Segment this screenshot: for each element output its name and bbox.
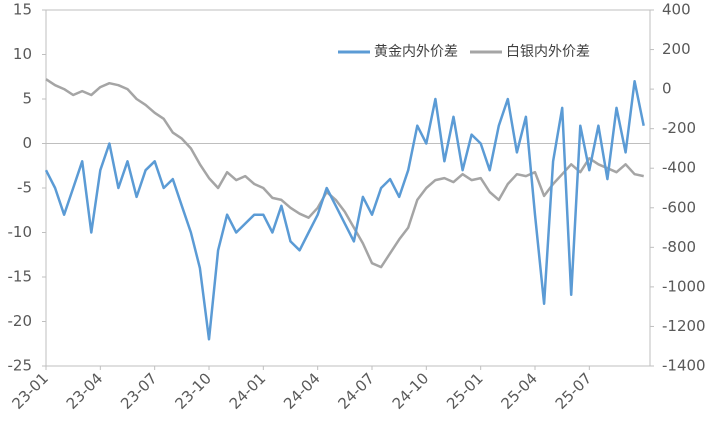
x-tick-label: 25-04 <box>497 369 541 413</box>
x-tick-label: 23-07 <box>117 369 161 413</box>
legend-label: 黄金内外价差 <box>374 43 458 60</box>
plot-frame <box>45 9 651 367</box>
y-tick-label: 5 <box>22 90 32 108</box>
legend: 黄金内外价差 白银内外价差 <box>338 43 590 60</box>
x-tick-label: 23-04 <box>63 369 107 413</box>
y2-tick-label: -800 <box>662 238 696 256</box>
x-tick-label: 23-01 <box>8 369 52 413</box>
series-line <box>45 78 644 269</box>
x-tick-label: 24-01 <box>226 369 270 413</box>
x-tick-label: 23-10 <box>171 369 215 413</box>
y-tick-label: 0 <box>22 134 32 152</box>
y-tick-label: -10 <box>8 223 33 241</box>
y-tick-label: -20 <box>8 312 33 330</box>
y-tick-label: -25 <box>8 357 33 375</box>
x-tick-label: 24-04 <box>280 369 324 413</box>
y-tick-label: 10 <box>13 45 32 63</box>
x-tick-label: 24-07 <box>334 369 378 413</box>
x-tick-label: 25-01 <box>443 369 487 413</box>
x-tick-label: 25-07 <box>552 369 596 413</box>
y2-tick-label: -400 <box>662 159 696 177</box>
y2-tick-label: -1000 <box>662 277 706 295</box>
y2-tick-label: -1200 <box>662 317 706 335</box>
y-tick-label: 15 <box>13 1 32 19</box>
series-line <box>44 79 645 341</box>
y2-tick-label: -1400 <box>662 357 706 375</box>
y2-tick-label: 200 <box>662 40 691 58</box>
legend-label: 白银内外价差 <box>506 44 590 60</box>
y2-tick-label: 0 <box>662 80 672 98</box>
x-tick-label: 24-10 <box>389 369 433 413</box>
y-tick-label: -15 <box>8 268 33 286</box>
y2-tick-label: -600 <box>662 198 696 216</box>
y2-tick-label: 400 <box>662 1 691 19</box>
y2-tick-label: -200 <box>662 119 696 137</box>
y-tick-label: -5 <box>17 179 32 197</box>
